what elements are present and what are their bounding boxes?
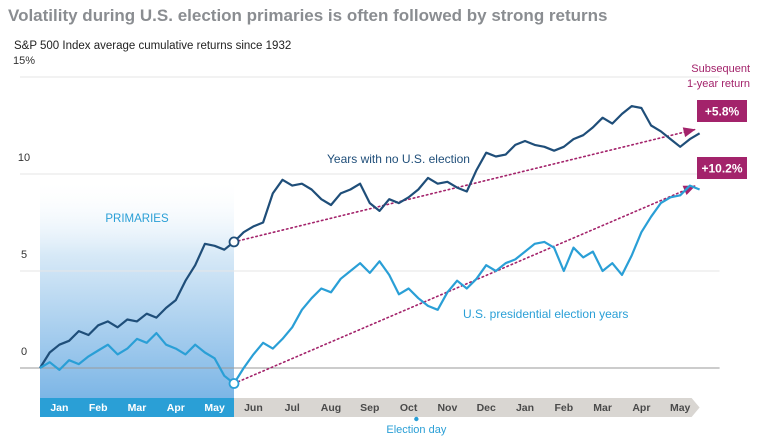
return-badge-bg <box>697 100 747 122</box>
series-label: Years with no U.S. election <box>327 152 470 166</box>
primaries-band <box>40 178 234 398</box>
election-day-marker: Election day <box>386 416 447 436</box>
y-axis: 0 5 10 15% <box>13 55 35 358</box>
return-trendline <box>233 128 697 243</box>
start-markers <box>228 236 240 389</box>
month-label: May <box>670 402 691 414</box>
month-label: Sep <box>360 402 379 414</box>
subsequent-return-label: Subsequent 1-year return <box>687 63 750 90</box>
subsequent-label-line: Subsequent <box>691 63 750 75</box>
month-label: Dec <box>477 402 496 414</box>
primaries-month-bar <box>40 398 234 417</box>
month-label: Mar <box>128 402 147 414</box>
return-badge: +10.2% <box>697 157 747 179</box>
series-line <box>39 105 701 369</box>
month-label: Feb <box>554 402 573 414</box>
month-label: Feb <box>89 402 108 414</box>
start-marker <box>228 378 240 389</box>
month-label: Oct <box>400 402 418 414</box>
month-label: Mar <box>593 402 612 414</box>
series-line <box>39 184 701 385</box>
primaries-label: PRIMARIES <box>105 213 169 225</box>
month-label: Nov <box>437 402 457 414</box>
general-month-bar <box>234 398 700 417</box>
chart-title: Volatility during U.S. election primarie… <box>8 6 608 25</box>
series-labels: Years with no U.S. election U.S. presiden… <box>327 152 628 321</box>
month-label: Apr <box>632 402 650 414</box>
series-lines <box>39 105 701 385</box>
y-tick-label: 5 <box>21 249 27 261</box>
subsequent-label-line: 1-year return <box>687 78 750 90</box>
series-label: U.S. presidential election years <box>463 307 628 321</box>
return-badge: +5.8% <box>697 100 747 122</box>
return-badges: +5.8% +10.2% <box>697 100 747 179</box>
month-label: Jun <box>244 402 263 414</box>
return-arrowhead <box>682 185 696 195</box>
month-label: May <box>204 402 225 414</box>
y-tick-label: 0 <box>21 346 27 358</box>
month-label: Jan <box>516 402 534 414</box>
month-label: Jan <box>50 402 68 414</box>
y-tick-label: 10 <box>18 152 30 164</box>
return-arrowhead <box>682 127 696 138</box>
month-label: Jul <box>285 402 300 414</box>
chart-subtitle: S&P 500 Index average cumulative returns… <box>14 40 292 52</box>
return-trendlines <box>233 127 697 385</box>
month-axis: Jan Feb Mar Apr May Jun Jul Aug Sep Oct Nov Dec Jan F… <box>40 398 700 417</box>
start-marker <box>228 236 240 248</box>
return-badge-label: +10.2% <box>701 162 742 176</box>
return-badge-bg <box>697 157 747 179</box>
return-badge-label: +5.8% <box>705 105 740 119</box>
month-label: Aug <box>321 402 341 414</box>
return-trendline <box>233 184 697 385</box>
election-day-label: Election day <box>386 424 446 436</box>
y-tick-label: 15% <box>13 55 35 67</box>
month-label: Apr <box>167 402 185 414</box>
election-day-dot <box>414 416 419 422</box>
